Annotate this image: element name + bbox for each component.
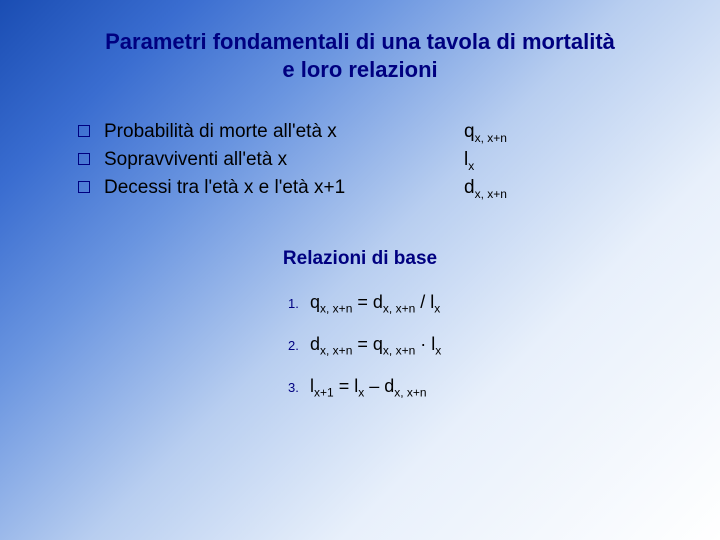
- relation-item: 3. lx+1 = lx – dx, x+n: [288, 376, 720, 400]
- relations-list: 1. qx, x+n = dx, x+n / lx 2. dx, x+n = q…: [288, 292, 720, 399]
- relation-formula: qx, x+n = dx, x+n / lx: [310, 292, 440, 316]
- relation-number: 2.: [288, 338, 310, 353]
- relation-number: 3.: [288, 380, 310, 395]
- relation-item: 2. dx, x+n = qx, x+n · lx: [288, 334, 720, 358]
- definition-symbol: qx, x+n: [464, 121, 507, 145]
- definition-symbol: lx: [464, 149, 474, 173]
- definitions-list: Probabilità di morte all'età x qx, x+n S…: [78, 121, 720, 200]
- definition-symbol: dx, x+n: [464, 177, 507, 201]
- relation-number: 1.: [288, 296, 310, 311]
- definition-text: Decessi tra l'età x e l'età x+1: [104, 177, 434, 199]
- relation-formula: dx, x+n = qx, x+n · lx: [310, 334, 441, 358]
- title-line2: e loro relazioni: [282, 57, 437, 82]
- relations-heading: Relazioni di base: [0, 248, 720, 270]
- definition-item: Sopravviventi all'età x lx: [78, 149, 720, 173]
- title-line1: Parametri fondamentali di una tavola di …: [105, 29, 615, 54]
- square-bullet-icon: [78, 125, 90, 137]
- square-bullet-icon: [78, 181, 90, 193]
- relation-item: 1. qx, x+n = dx, x+n / lx: [288, 292, 720, 316]
- definition-item: Decessi tra l'età x e l'età x+1 dx, x+n: [78, 177, 720, 201]
- relation-formula: lx+1 = lx – dx, x+n: [310, 376, 427, 400]
- definition-text: Sopravviventi all'età x: [104, 149, 434, 171]
- slide-title: Parametri fondamentali di una tavola di …: [0, 0, 720, 83]
- definition-item: Probabilità di morte all'età x qx, x+n: [78, 121, 720, 145]
- square-bullet-icon: [78, 153, 90, 165]
- definition-text: Probabilità di morte all'età x: [104, 121, 434, 143]
